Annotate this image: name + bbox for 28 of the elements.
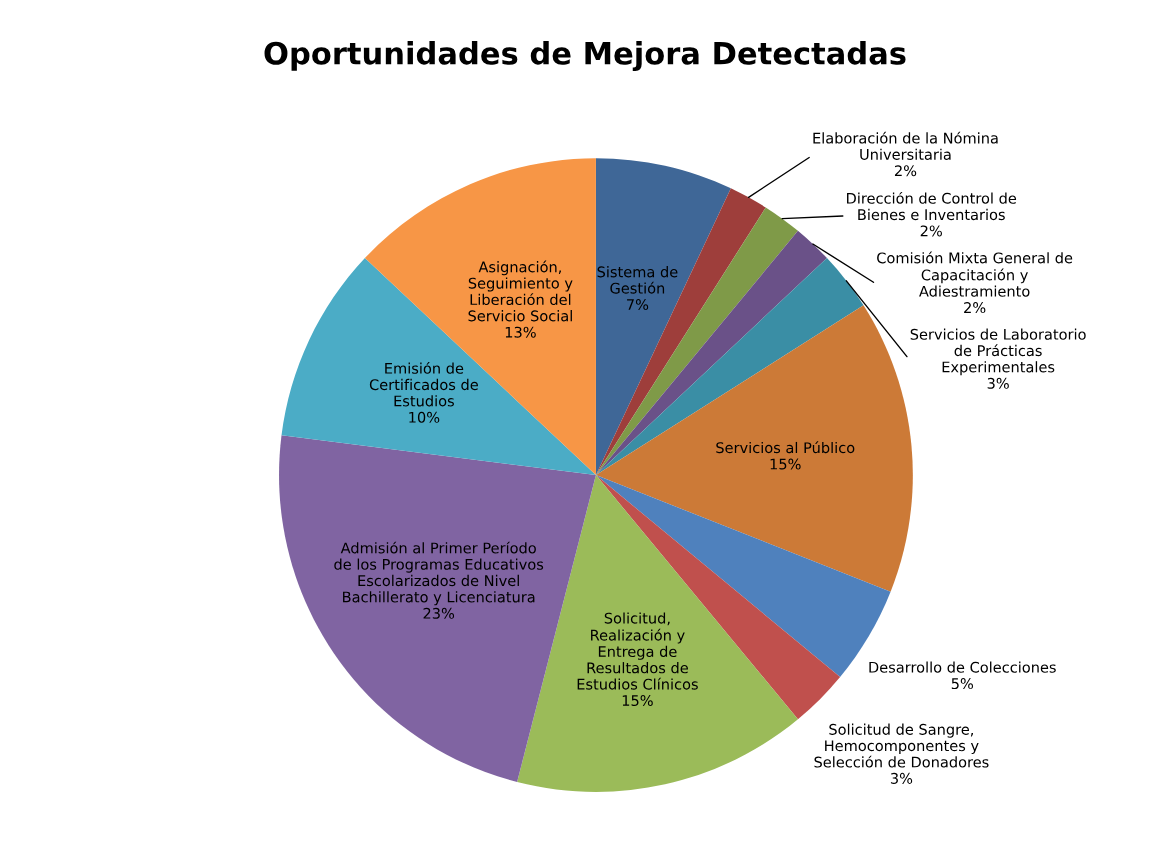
data-label: 15%: [770, 458, 801, 470]
data-label: 2%: [894, 165, 917, 177]
data-label: 3%: [890, 772, 913, 784]
slice-label: Servicios al Público: [716, 441, 855, 454]
slice-label: Solicitud, Realización y Entrega de Resultados de Estudios Clínicos: [577, 612, 698, 690]
data-label: 23%: [423, 607, 455, 619]
data-label: 7%: [627, 299, 649, 311]
slice-label: Emisión de Certificados de Estudios: [369, 361, 478, 407]
pie-slice: [364, 158, 596, 476]
slice-label: Elaboración de la Nómina Universitaria: [813, 131, 998, 160]
data-label: 13%: [505, 326, 536, 338]
data-label: 2%: [920, 225, 942, 237]
slice-label: Comisión Mixta General de Capacitación y Adiestramiento: [877, 251, 1073, 297]
slice-label: Dirección de Control de Bienes e Inventarios: [847, 191, 1017, 221]
pie-slice: [281, 258, 596, 476]
data-label: 3%: [987, 377, 1009, 389]
data-label: 10%: [409, 411, 440, 423]
slice-label: Solicitud de Sangre, Hemocomponentes y Selección de Donadores: [814, 723, 989, 768]
slice-label: Sistema de Gestión: [597, 266, 678, 294]
data-label: 15%: [622, 694, 653, 707]
chart-title: Oportunidades de Mejora Detectadas: [264, 41, 906, 71]
slice-label: Asignación, Seguimiento y Liberación del Servicio Social: [468, 260, 573, 322]
slice-label: Servicios de Laboratorio de Prácticas Experimentales: [910, 328, 1086, 376]
slice-label: Desarrollo de Colecciones: [869, 661, 1056, 673]
slice-label: Admisión al Primer Período de los Programas Educativos Escolarizados de Nivel Bachillerato y Licenciatura: [334, 541, 544, 606]
data-label: 5%: [951, 678, 974, 690]
pie-slice: [595, 258, 864, 476]
data-label: 2%: [964, 302, 986, 314]
